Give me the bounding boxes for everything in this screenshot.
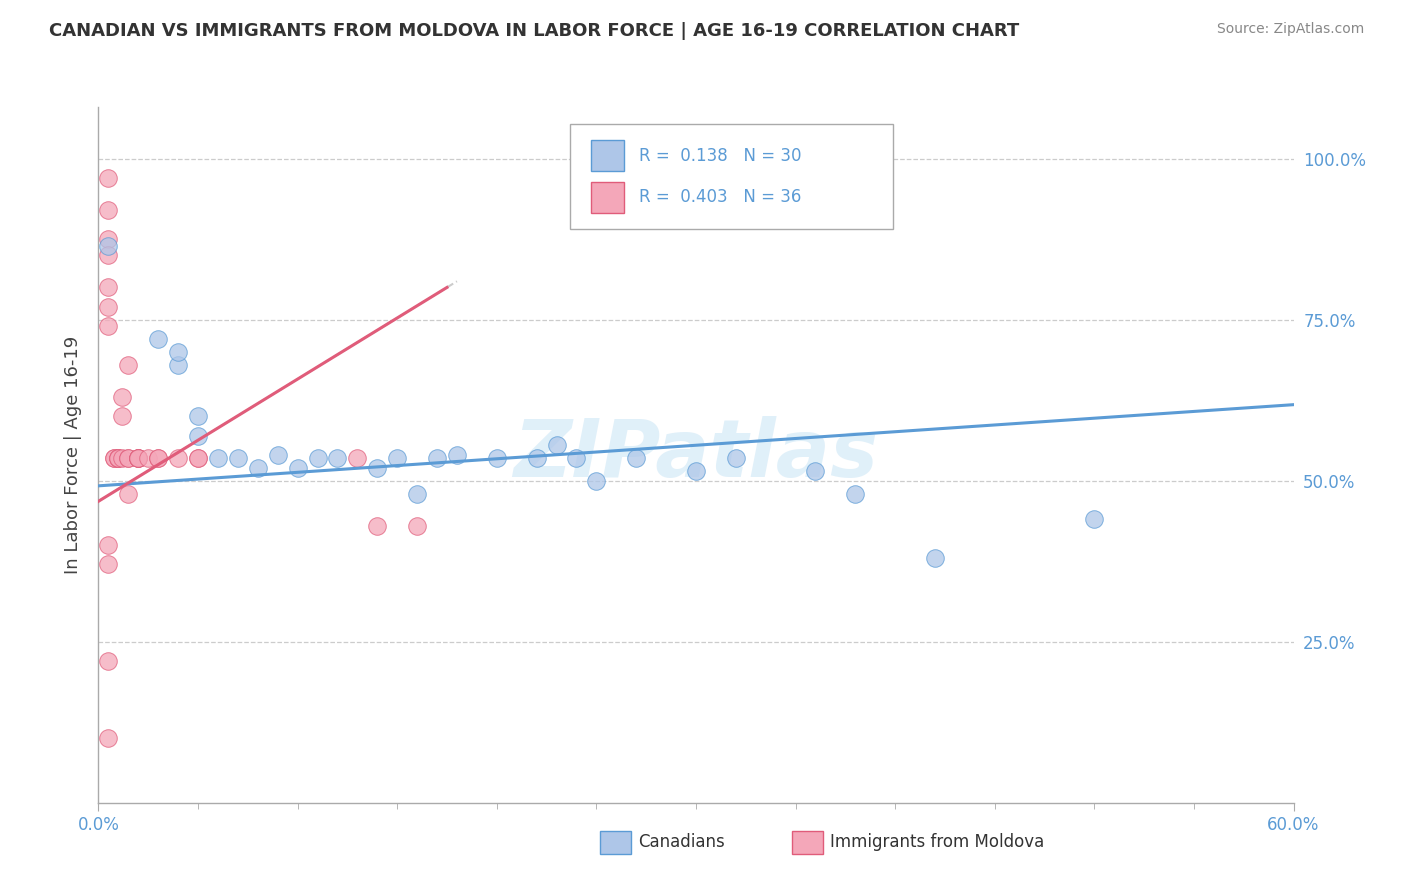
Point <box>107 451 129 466</box>
Point <box>103 451 125 466</box>
FancyBboxPatch shape <box>591 182 624 213</box>
Point <box>485 451 508 466</box>
Point <box>127 451 149 466</box>
Point <box>565 451 588 466</box>
Point <box>107 451 129 466</box>
FancyBboxPatch shape <box>792 831 823 854</box>
Point <box>167 358 190 372</box>
Point <box>97 654 120 668</box>
Point <box>97 538 120 552</box>
Point <box>307 451 329 466</box>
Point <box>406 518 429 533</box>
Point <box>724 451 747 466</box>
Point <box>366 460 388 475</box>
Point <box>117 486 139 500</box>
Point <box>804 464 827 478</box>
Point <box>187 451 209 466</box>
FancyBboxPatch shape <box>600 831 631 854</box>
Point <box>148 451 170 466</box>
Point <box>111 409 134 424</box>
Point <box>97 170 120 185</box>
Text: Immigrants from Moldova: Immigrants from Moldova <box>830 833 1045 852</box>
Point <box>111 390 134 404</box>
Point <box>1083 512 1105 526</box>
Point <box>187 451 209 466</box>
Point <box>103 451 125 466</box>
Point <box>287 460 309 475</box>
Point <box>127 451 149 466</box>
Point <box>585 474 607 488</box>
Point <box>546 438 568 452</box>
Text: R =  0.403   N = 36: R = 0.403 N = 36 <box>638 188 801 206</box>
Y-axis label: In Labor Force | Age 16-19: In Labor Force | Age 16-19 <box>63 335 82 574</box>
Point <box>366 518 388 533</box>
Text: Canadians: Canadians <box>638 833 725 852</box>
FancyBboxPatch shape <box>571 124 893 229</box>
Point <box>626 451 648 466</box>
Point <box>97 203 120 218</box>
Point <box>207 451 229 466</box>
Point <box>346 451 368 466</box>
Point <box>167 451 190 466</box>
Text: CANADIAN VS IMMIGRANTS FROM MOLDOVA IN LABOR FORCE | AGE 16-19 CORRELATION CHART: CANADIAN VS IMMIGRANTS FROM MOLDOVA IN L… <box>49 22 1019 40</box>
Point <box>187 428 209 442</box>
Point <box>148 332 170 346</box>
Point <box>685 464 707 478</box>
Point <box>426 451 449 466</box>
Point <box>97 558 120 572</box>
Point <box>97 232 120 246</box>
Point <box>326 451 349 466</box>
Point <box>127 451 149 466</box>
Point <box>117 358 139 372</box>
Point <box>246 460 269 475</box>
Point <box>406 486 429 500</box>
Point <box>187 409 209 424</box>
Point <box>97 319 120 334</box>
Point <box>97 248 120 262</box>
Point <box>107 451 129 466</box>
Point <box>844 486 866 500</box>
Point <box>267 448 290 462</box>
Point <box>446 448 468 462</box>
Text: Source: ZipAtlas.com: Source: ZipAtlas.com <box>1216 22 1364 37</box>
Point <box>385 451 409 466</box>
Point <box>226 451 249 466</box>
Point <box>526 451 548 466</box>
Point <box>97 238 120 252</box>
Point <box>117 451 139 466</box>
Point <box>167 344 190 359</box>
Point <box>127 451 149 466</box>
Point <box>117 451 139 466</box>
Text: R =  0.138   N = 30: R = 0.138 N = 30 <box>638 147 801 165</box>
FancyBboxPatch shape <box>591 140 624 171</box>
Point <box>148 451 170 466</box>
Point <box>136 451 159 466</box>
Point <box>111 451 134 466</box>
Point <box>97 280 120 294</box>
Text: ZIPatlas: ZIPatlas <box>513 416 879 494</box>
Point <box>97 300 120 314</box>
Point <box>97 731 120 746</box>
Point <box>924 551 946 566</box>
